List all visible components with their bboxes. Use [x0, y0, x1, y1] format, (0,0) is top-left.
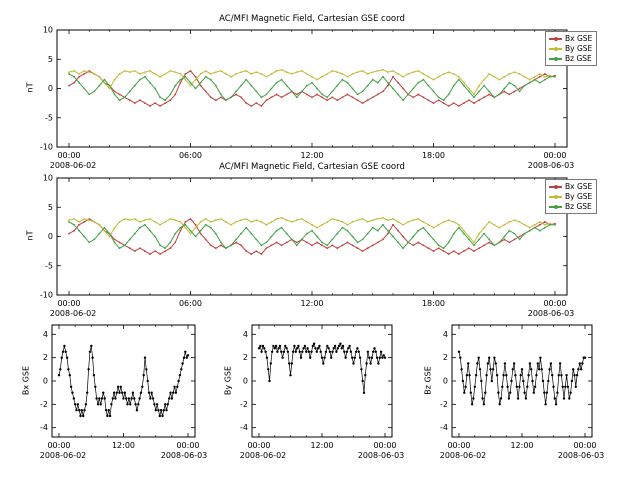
svg-text:00:00: 00:00: [247, 441, 270, 450]
legend-item-by: By GSE: [549, 44, 592, 53]
svg-text:12:00: 12:00: [300, 299, 323, 308]
svg-text:10: 10: [43, 26, 53, 35]
svg-text:2008-06-02: 2008-06-02: [50, 161, 97, 170]
svg-text:06:00: 06:00: [179, 151, 202, 160]
svg-text:06:00: 06:00: [179, 299, 202, 308]
legend-item-bz: Bz GSE: [549, 202, 592, 211]
svg-text:0: 0: [48, 232, 53, 241]
svg-text:2: 2: [243, 353, 248, 362]
panel2-y-axis-label: nT: [25, 230, 35, 241]
svg-text:-10: -10: [40, 291, 53, 300]
svg-text:2008-06-03: 2008-06-03: [528, 161, 575, 170]
svg-text:2008-06-02: 2008-06-02: [240, 451, 287, 460]
legend-item-bx: Bx GSE: [549, 34, 592, 43]
bx-legend-swatch-icon: [549, 36, 562, 41]
series-bz-gse: [68, 73, 555, 101]
svg-text:-2: -2: [240, 400, 248, 409]
svg-text:2008-06-03: 2008-06-03: [358, 451, 405, 460]
by-legend-swatch-icon: [549, 194, 562, 199]
svg-text:0: 0: [243, 377, 248, 386]
svg-text:0: 0: [43, 377, 48, 386]
svg-text:5: 5: [48, 55, 53, 64]
svg-text:12:00: 12:00: [300, 151, 323, 160]
bz-legend-swatch-icon: [549, 56, 562, 61]
bz-legend-swatch-icon: [549, 204, 562, 209]
svg-text:2: 2: [43, 353, 48, 362]
legend-label-bz: Bz GSE: [565, 54, 592, 63]
svg-text:2008-06-02: 2008-06-02: [440, 451, 487, 460]
legend-label-bx: Bx GSE: [565, 182, 593, 191]
svg-text:2: 2: [443, 353, 448, 362]
svg-text:4: 4: [443, 330, 448, 339]
svg-text:-2: -2: [40, 400, 48, 409]
svg-text:2008-06-03: 2008-06-03: [558, 451, 605, 460]
bz-panel-y-axis-label: Bz GSE: [423, 366, 433, 395]
svg-text:-4: -4: [240, 423, 248, 432]
svg-text:-2: -2: [440, 400, 448, 409]
series-bz-gse: [68, 221, 555, 249]
svg-text:5: 5: [48, 203, 53, 212]
svg-text:-5: -5: [45, 113, 53, 122]
svg-text:00:00: 00:00: [543, 299, 566, 308]
legend-label-bx: Bx GSE: [565, 34, 593, 43]
panel1-y-axis-label: nT: [25, 82, 35, 93]
legend-item-bz: Bz GSE: [549, 54, 592, 63]
svg-text:2008-06-03: 2008-06-03: [528, 309, 575, 318]
svg-text:00:00: 00:00: [373, 441, 396, 450]
svg-text:00:00: 00:00: [57, 151, 80, 160]
svg-text:12:00: 12:00: [112, 441, 135, 450]
legend-item-bx: Bx GSE: [549, 182, 592, 191]
svg-text:2008-06-03: 2008-06-03: [161, 451, 208, 460]
svg-text:0: 0: [48, 84, 53, 93]
svg-text:-4: -4: [440, 423, 448, 432]
svg-text:18:00: 18:00: [422, 151, 445, 160]
by-panel-y-axis-label: By GSE: [223, 365, 233, 396]
svg-text:00:00: 00:00: [176, 441, 199, 450]
panel1-legend: Bx GSE By GSE Bz GSE: [545, 31, 598, 66]
svg-text:-10: -10: [40, 143, 53, 152]
bx-legend-swatch-icon: [549, 184, 562, 189]
svg-text:4: 4: [243, 330, 248, 339]
svg-text:-4: -4: [40, 423, 48, 432]
legend-label-bz: Bz GSE: [565, 202, 592, 211]
panel2-title: AC/MFI Magnetic Field, Cartesian GSE coo…: [219, 162, 405, 172]
svg-text:12:00: 12:00: [310, 441, 333, 450]
svg-text:2008-06-02: 2008-06-02: [40, 451, 87, 460]
svg-text:2008-06-02: 2008-06-02: [50, 309, 97, 318]
series-bz-gse: [458, 351, 585, 405]
svg-text:12:00: 12:00: [510, 441, 533, 450]
svg-text:0: 0: [443, 377, 448, 386]
svg-text:00:00: 00:00: [573, 441, 596, 450]
legend-item-by: By GSE: [549, 192, 592, 201]
svg-text:00:00: 00:00: [447, 441, 470, 450]
panel2-legend: Bx GSE By GSE Bz GSE: [545, 179, 598, 214]
series-bx-gse: [58, 345, 189, 417]
svg-text:00:00: 00:00: [47, 441, 70, 450]
svg-text:00:00: 00:00: [543, 151, 566, 160]
by-legend-swatch-icon: [549, 46, 562, 51]
svg-text:10: 10: [43, 174, 53, 183]
bx-panel-y-axis-label: Bx GSE: [21, 365, 31, 396]
legend-label-by: By GSE: [565, 192, 593, 201]
svg-text:00:00: 00:00: [57, 299, 80, 308]
legend-label-by: By GSE: [565, 44, 593, 53]
svg-text:4: 4: [43, 330, 48, 339]
panel1-title: AC/MFI Magnetic Field, Cartesian GSE coo…: [219, 14, 405, 24]
svg-text:18:00: 18:00: [422, 299, 445, 308]
svg-text:-5: -5: [45, 261, 53, 270]
